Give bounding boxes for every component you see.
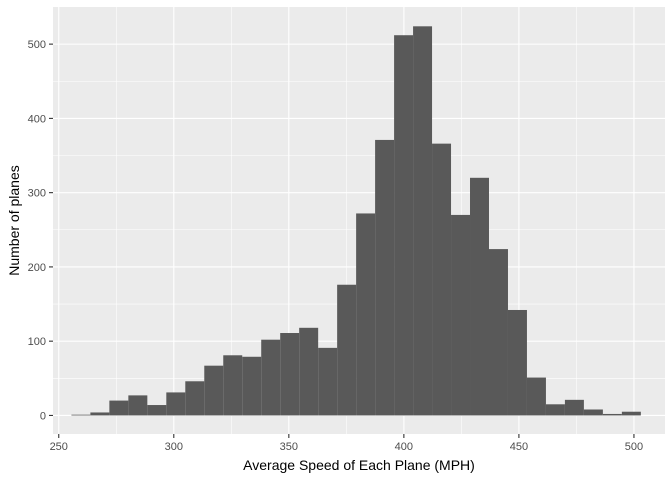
y-tick-label: 500	[28, 39, 46, 51]
histogram-bars	[71, 26, 641, 416]
y-tick-label: 200	[28, 262, 46, 274]
histogram-bar	[318, 347, 338, 416]
histogram-bar	[128, 395, 148, 416]
x-tick-label: 300	[165, 441, 183, 453]
histogram-bar	[204, 365, 224, 416]
histogram-bar	[185, 381, 205, 416]
histogram-bar	[507, 309, 527, 416]
histogram-bar	[166, 392, 186, 416]
histogram-bar	[147, 405, 167, 416]
histogram-bar	[337, 284, 357, 416]
y-tick-label: 100	[28, 336, 46, 348]
histogram-bar	[71, 414, 91, 416]
histogram-bar	[261, 339, 281, 416]
histogram-bar	[564, 399, 584, 416]
histogram-bar	[545, 404, 565, 416]
histogram-bar	[356, 213, 376, 416]
histogram-bar	[90, 412, 110, 416]
histogram-bar	[488, 249, 508, 416]
x-tick-label: 400	[395, 441, 413, 453]
histogram-bar	[299, 327, 319, 416]
x-tick-label: 250	[50, 441, 68, 453]
x-axis-title: Average Speed of Each Plane (MPH)	[243, 457, 475, 473]
histogram-bar	[280, 333, 300, 416]
histogram-bar	[223, 355, 243, 416]
y-axis: 0 100 200 300 400 500	[28, 39, 53, 422]
x-tick-label: 450	[510, 441, 528, 453]
x-axis: 250 300 350 400 450 500	[50, 434, 643, 453]
histogram-bar	[394, 35, 414, 416]
histogram-bar	[621, 411, 641, 416]
y-axis-title: Number of planes	[6, 165, 22, 276]
y-tick-label: 300	[28, 188, 46, 200]
histogram-bar	[432, 143, 452, 416]
x-tick-label: 500	[625, 441, 643, 453]
histogram-bar	[602, 413, 622, 416]
histogram-bar	[583, 409, 603, 416]
histogram-bar	[242, 356, 262, 416]
histogram-bar	[451, 214, 471, 416]
histogram-bar	[109, 400, 129, 416]
x-tick-label: 350	[280, 441, 298, 453]
y-tick-label: 400	[28, 113, 46, 125]
histogram-bar	[375, 139, 395, 416]
y-tick-label: 0	[40, 410, 46, 422]
histogram-bar	[470, 177, 489, 416]
histogram-bar	[526, 377, 546, 416]
histogram-bar	[413, 26, 433, 416]
